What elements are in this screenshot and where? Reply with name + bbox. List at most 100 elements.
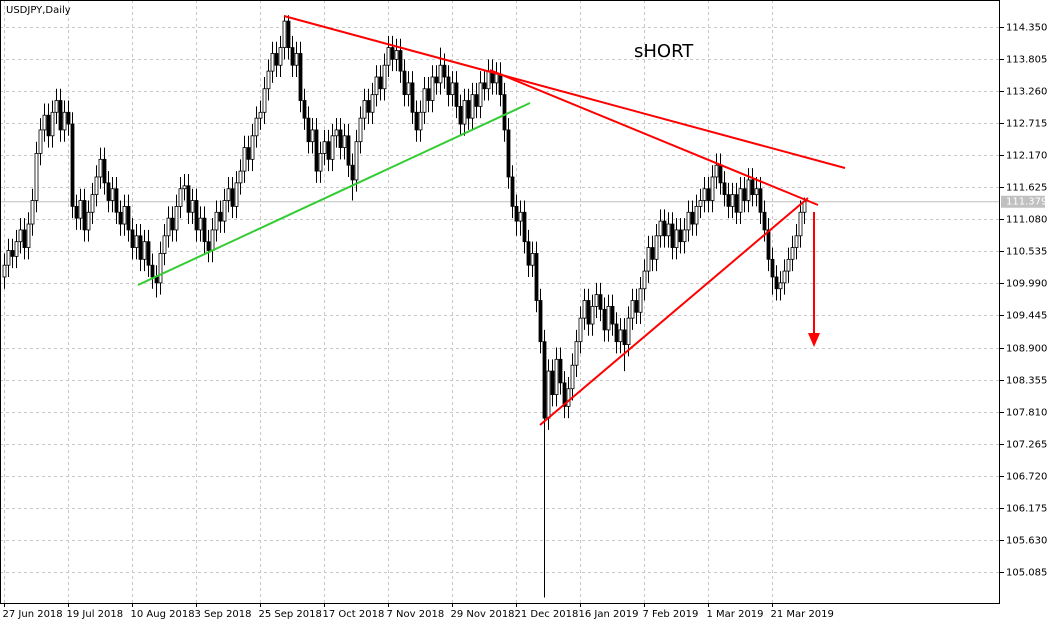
annotation: sHORT <box>634 41 694 62</box>
candle-body <box>714 164 719 178</box>
candle-body <box>750 179 755 196</box>
candle-body <box>738 188 743 213</box>
y-tick-label: 105.630 <box>1006 536 1047 547</box>
x-tick-label: 7 Feb 2019 <box>643 609 699 620</box>
candle-body <box>270 53 275 72</box>
candle-body <box>398 50 403 72</box>
candle-body <box>118 211 123 225</box>
candle-body <box>514 205 519 222</box>
candle-body <box>202 217 207 243</box>
candle-body <box>294 53 299 66</box>
candle-body <box>670 223 675 248</box>
x-tick-label: 3 Sep 2018 <box>195 609 252 620</box>
candle-body <box>190 200 195 213</box>
candle-body <box>2 264 7 278</box>
candle-body <box>230 188 235 207</box>
candle-body <box>158 253 163 284</box>
candle-body <box>674 229 679 248</box>
candle-body <box>86 211 91 231</box>
candle-body <box>354 141 359 181</box>
candle-body <box>774 276 779 290</box>
candle-body <box>310 129 315 143</box>
candle-body <box>198 217 203 231</box>
candle-body <box>94 176 99 196</box>
candle-body <box>338 129 343 148</box>
candle-body <box>250 135 255 160</box>
x-tick-label: 7 Nov 2018 <box>387 609 445 620</box>
candle-body <box>654 235 659 260</box>
candle-body <box>682 229 687 243</box>
candle-body <box>782 270 787 284</box>
candle-body <box>690 211 695 225</box>
candle-body <box>730 194 735 207</box>
candles <box>2 15 807 598</box>
candle-body <box>162 235 167 254</box>
candle-body <box>114 188 119 213</box>
candle-body <box>382 64 387 90</box>
candle-body <box>82 200 87 231</box>
candle-body <box>286 20 291 48</box>
candle-body <box>722 182 727 196</box>
x-tick-label: 17 Oct 2018 <box>323 609 385 620</box>
candle-body <box>710 176 715 201</box>
candle-body <box>46 114 51 137</box>
candle-body <box>374 76 379 96</box>
y-tick-label: 108.900 <box>1006 344 1047 355</box>
candle-body <box>566 388 571 407</box>
candle-body <box>246 147 251 160</box>
candle-body <box>666 223 671 237</box>
candle-body <box>474 94 479 107</box>
candle-body <box>322 141 327 154</box>
candle-body <box>50 111 55 137</box>
candle-body <box>218 211 223 222</box>
candle-body <box>306 117 311 143</box>
candle-body <box>34 153 39 201</box>
candle-body <box>798 211 803 237</box>
candle-body <box>610 305 615 325</box>
chart-title: USDJPY,Daily <box>6 5 71 16</box>
short-arrow-head <box>808 333 820 347</box>
candle-body <box>170 217 175 231</box>
candle-body <box>634 300 639 313</box>
candle-body <box>538 300 543 343</box>
candle-body <box>334 129 339 137</box>
candle-body <box>242 147 247 172</box>
candle-body <box>350 164 355 181</box>
plot-frame <box>0 0 1000 604</box>
candle-body <box>166 217 171 237</box>
candle-body <box>622 329 627 346</box>
candle-body <box>130 229 135 248</box>
candle-body <box>450 82 455 96</box>
candle-body <box>146 241 151 266</box>
candle-body <box>210 229 215 251</box>
candle-body <box>662 220 667 237</box>
candle-body <box>594 294 599 307</box>
candle-body <box>90 194 95 213</box>
candle-body <box>134 235 139 248</box>
candle-body <box>122 205 127 225</box>
candle-body <box>358 117 363 143</box>
candle-body <box>234 182 239 207</box>
y-tick-label: 111.080 <box>1006 215 1047 226</box>
candle-body <box>254 117 259 137</box>
candle-body <box>458 106 463 125</box>
candle-body <box>378 76 383 90</box>
candle-body <box>402 70 407 96</box>
candle-body <box>22 229 27 248</box>
candle-body <box>18 229 23 243</box>
x-tick-label: 19 Jul 2018 <box>67 609 124 620</box>
candle-body <box>522 211 527 243</box>
candle-body <box>106 182 111 201</box>
y-tick-label: 107.265 <box>1006 440 1047 451</box>
grid <box>0 0 1000 603</box>
candle-body <box>726 194 731 207</box>
y-tick-label: 112.170 <box>1006 151 1047 162</box>
candle-body <box>770 258 775 278</box>
candle-body <box>226 188 231 201</box>
candle-body <box>626 317 631 346</box>
y-tick-label: 111.625 <box>1006 183 1047 194</box>
candle-body <box>510 176 515 207</box>
candle-body <box>742 188 747 201</box>
